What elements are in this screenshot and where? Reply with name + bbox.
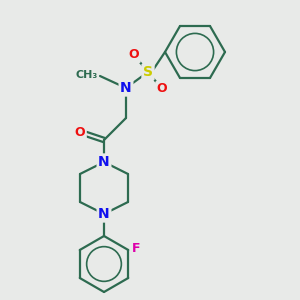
Text: N: N xyxy=(120,81,132,95)
Text: S: S xyxy=(143,65,153,79)
Text: F: F xyxy=(132,242,140,254)
Text: O: O xyxy=(157,82,167,95)
Text: O: O xyxy=(129,49,139,62)
Text: N: N xyxy=(98,155,110,169)
Text: O: O xyxy=(75,125,85,139)
Text: N: N xyxy=(98,207,110,221)
Text: CH₃: CH₃ xyxy=(76,70,98,80)
